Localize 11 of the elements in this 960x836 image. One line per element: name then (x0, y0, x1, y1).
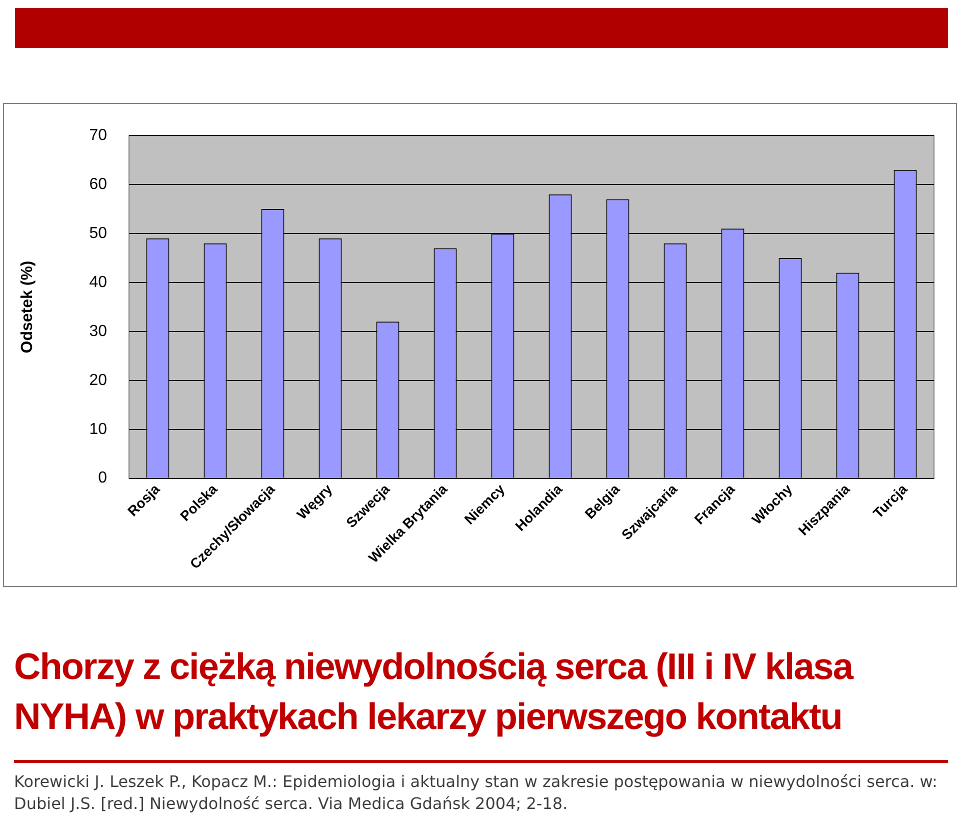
y-tick-label: 30 (89, 322, 108, 340)
text: Korewicki J. Leszek P., Kopacz M.: Epidemiologia i aktualny stan w zakresie postępowania w niewydolności serca. w: Dubiel J.S. [red.] Niewydolność serca. Via Medica Gdańsk 2004; 2-18. (14, 771, 938, 815)
y-tick-label: 10 (89, 420, 108, 438)
y-tick-label: 0 (98, 470, 108, 487)
y-axis-title: Odsetek (%) (19, 260, 36, 354)
y-tick-label: 70 (89, 127, 108, 144)
y-tick-label: 60 (89, 176, 108, 193)
y-tick-label: 20 (89, 372, 108, 389)
y-tick-label: 40 (89, 274, 108, 291)
y-tick-label: 50 (89, 224, 108, 242)
text: Chorzy z ciężką niewydolnością serca (III i IV klasa NYHA) w praktykach lekarzy pierwszego kontaktu (14, 645, 854, 739)
